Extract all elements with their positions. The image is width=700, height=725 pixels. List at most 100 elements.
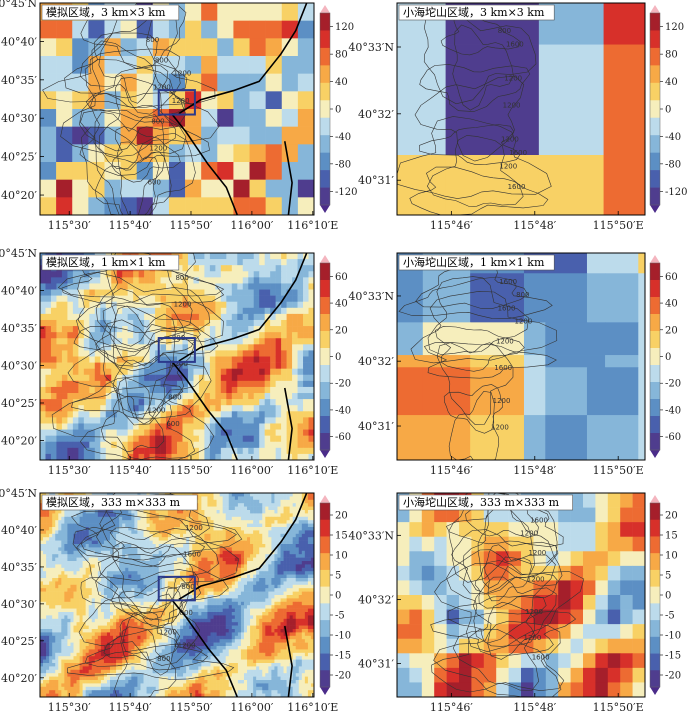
panel-title: 小海坨山区域，3 km×3 km [398,4,555,21]
heatmap-cell [171,380,178,388]
heatmap-cell [70,513,74,518]
heatmap-cell [131,523,135,528]
heatmap-cell [307,496,312,501]
heatmap-cell [49,550,53,555]
heatmap-cell [189,544,193,548]
heatmap-cell [149,574,153,579]
colorbar-swatch [650,433,660,451]
heatmap-cell [286,259,293,266]
heatmap-cell [133,301,139,309]
heatmap-cell [43,544,47,548]
heatmap-cell [40,574,44,579]
heatmap-cell [256,513,260,518]
heatmap-cell [259,550,263,555]
heatmap-cell [166,338,172,345]
heatmap-cell [216,571,220,575]
heatmap-cell [78,356,85,363]
heatmap-cell [133,332,139,339]
heatmap-cell [301,574,306,579]
heatmap-cell [310,554,314,558]
heatmap-cell [281,368,287,376]
contour-line [414,75,525,162]
heatmap-cell [97,516,102,521]
heatmap-cell [222,513,227,518]
heatmap-cell [40,356,46,363]
heatmap-cell [78,301,85,309]
heatmap-cell [210,544,214,548]
heatmap-cell [155,530,160,535]
heatmap-cell [397,415,424,460]
heatmap-cell [192,510,196,514]
heatmap-cell [271,533,275,538]
x-tick-label: 115°48′ [513,464,556,477]
heatmap-cell [105,399,112,406]
heatmap-cell [242,368,249,376]
heatmap-cell [225,581,230,586]
heatmap-cell [247,523,251,528]
heatmap-cell [45,307,52,315]
heatmap-cell [100,362,107,369]
heatmap-cell [298,544,303,548]
heatmap-cell [209,411,216,418]
heatmap-cell [231,411,238,418]
heatmap-cell [210,557,214,562]
heatmap-cell [167,513,172,518]
heatmap-cell [56,109,73,127]
heatmap-cell [171,429,178,436]
heatmap-cell [160,307,167,315]
heatmap-cell [189,561,193,565]
heatmap-cell [237,547,242,552]
heatmap-cell [210,591,214,596]
heatmap-cell [545,367,588,416]
colorbar-swatch [320,152,330,171]
heatmap-cell [70,523,74,528]
heatmap-cell [250,516,254,521]
heatmap-cell [277,513,281,518]
heatmap-cell [50,350,57,357]
heatmap-cell [310,547,314,552]
heatmap-cell [186,520,190,524]
heatmap-cell [297,368,304,376]
heatmap-cell [256,537,260,541]
heatmap-cell [262,544,266,548]
heatmap-cell [183,530,187,535]
heatmap-cell [228,567,233,572]
heatmap-cell [55,537,59,541]
heatmap-cell [283,510,287,514]
heatmap-cell [46,557,50,562]
heatmap-cell [307,591,312,596]
heatmap-cell [125,527,129,531]
heatmap-cell [277,544,281,548]
heatmap-cell [259,386,265,394]
heatmap-cell [240,530,245,535]
heatmap-cell [397,355,424,368]
heatmap-cell [220,326,227,333]
heatmap-cell [167,527,172,531]
heatmap-cell [301,591,306,596]
heatmap-cell [270,374,276,382]
heatmap-cell [297,380,304,388]
heatmap-cell [209,271,216,278]
heatmap-cell [220,447,227,455]
heatmap-cell [286,344,293,351]
heatmap-cell [113,561,117,565]
heatmap-cell [122,547,126,552]
heatmap-cell [213,533,217,538]
heatmap-cell [292,588,297,592]
heatmap-cell [61,319,68,327]
heatmap-cell [213,516,217,521]
heatmap-cell [209,429,216,436]
heatmap-cell [234,533,239,538]
heatmap-cell [168,144,186,163]
heatmap-cell [237,435,244,443]
heatmap-cell [160,423,167,430]
heatmap-cell [268,527,272,531]
heatmap-cell [127,405,134,412]
heatmap-cell [265,540,269,545]
heatmap-cell [268,588,272,592]
heatmap-cell [286,326,293,333]
heatmap-cell [249,3,266,21]
heatmap-cell [91,571,96,575]
contour-line [410,290,558,364]
